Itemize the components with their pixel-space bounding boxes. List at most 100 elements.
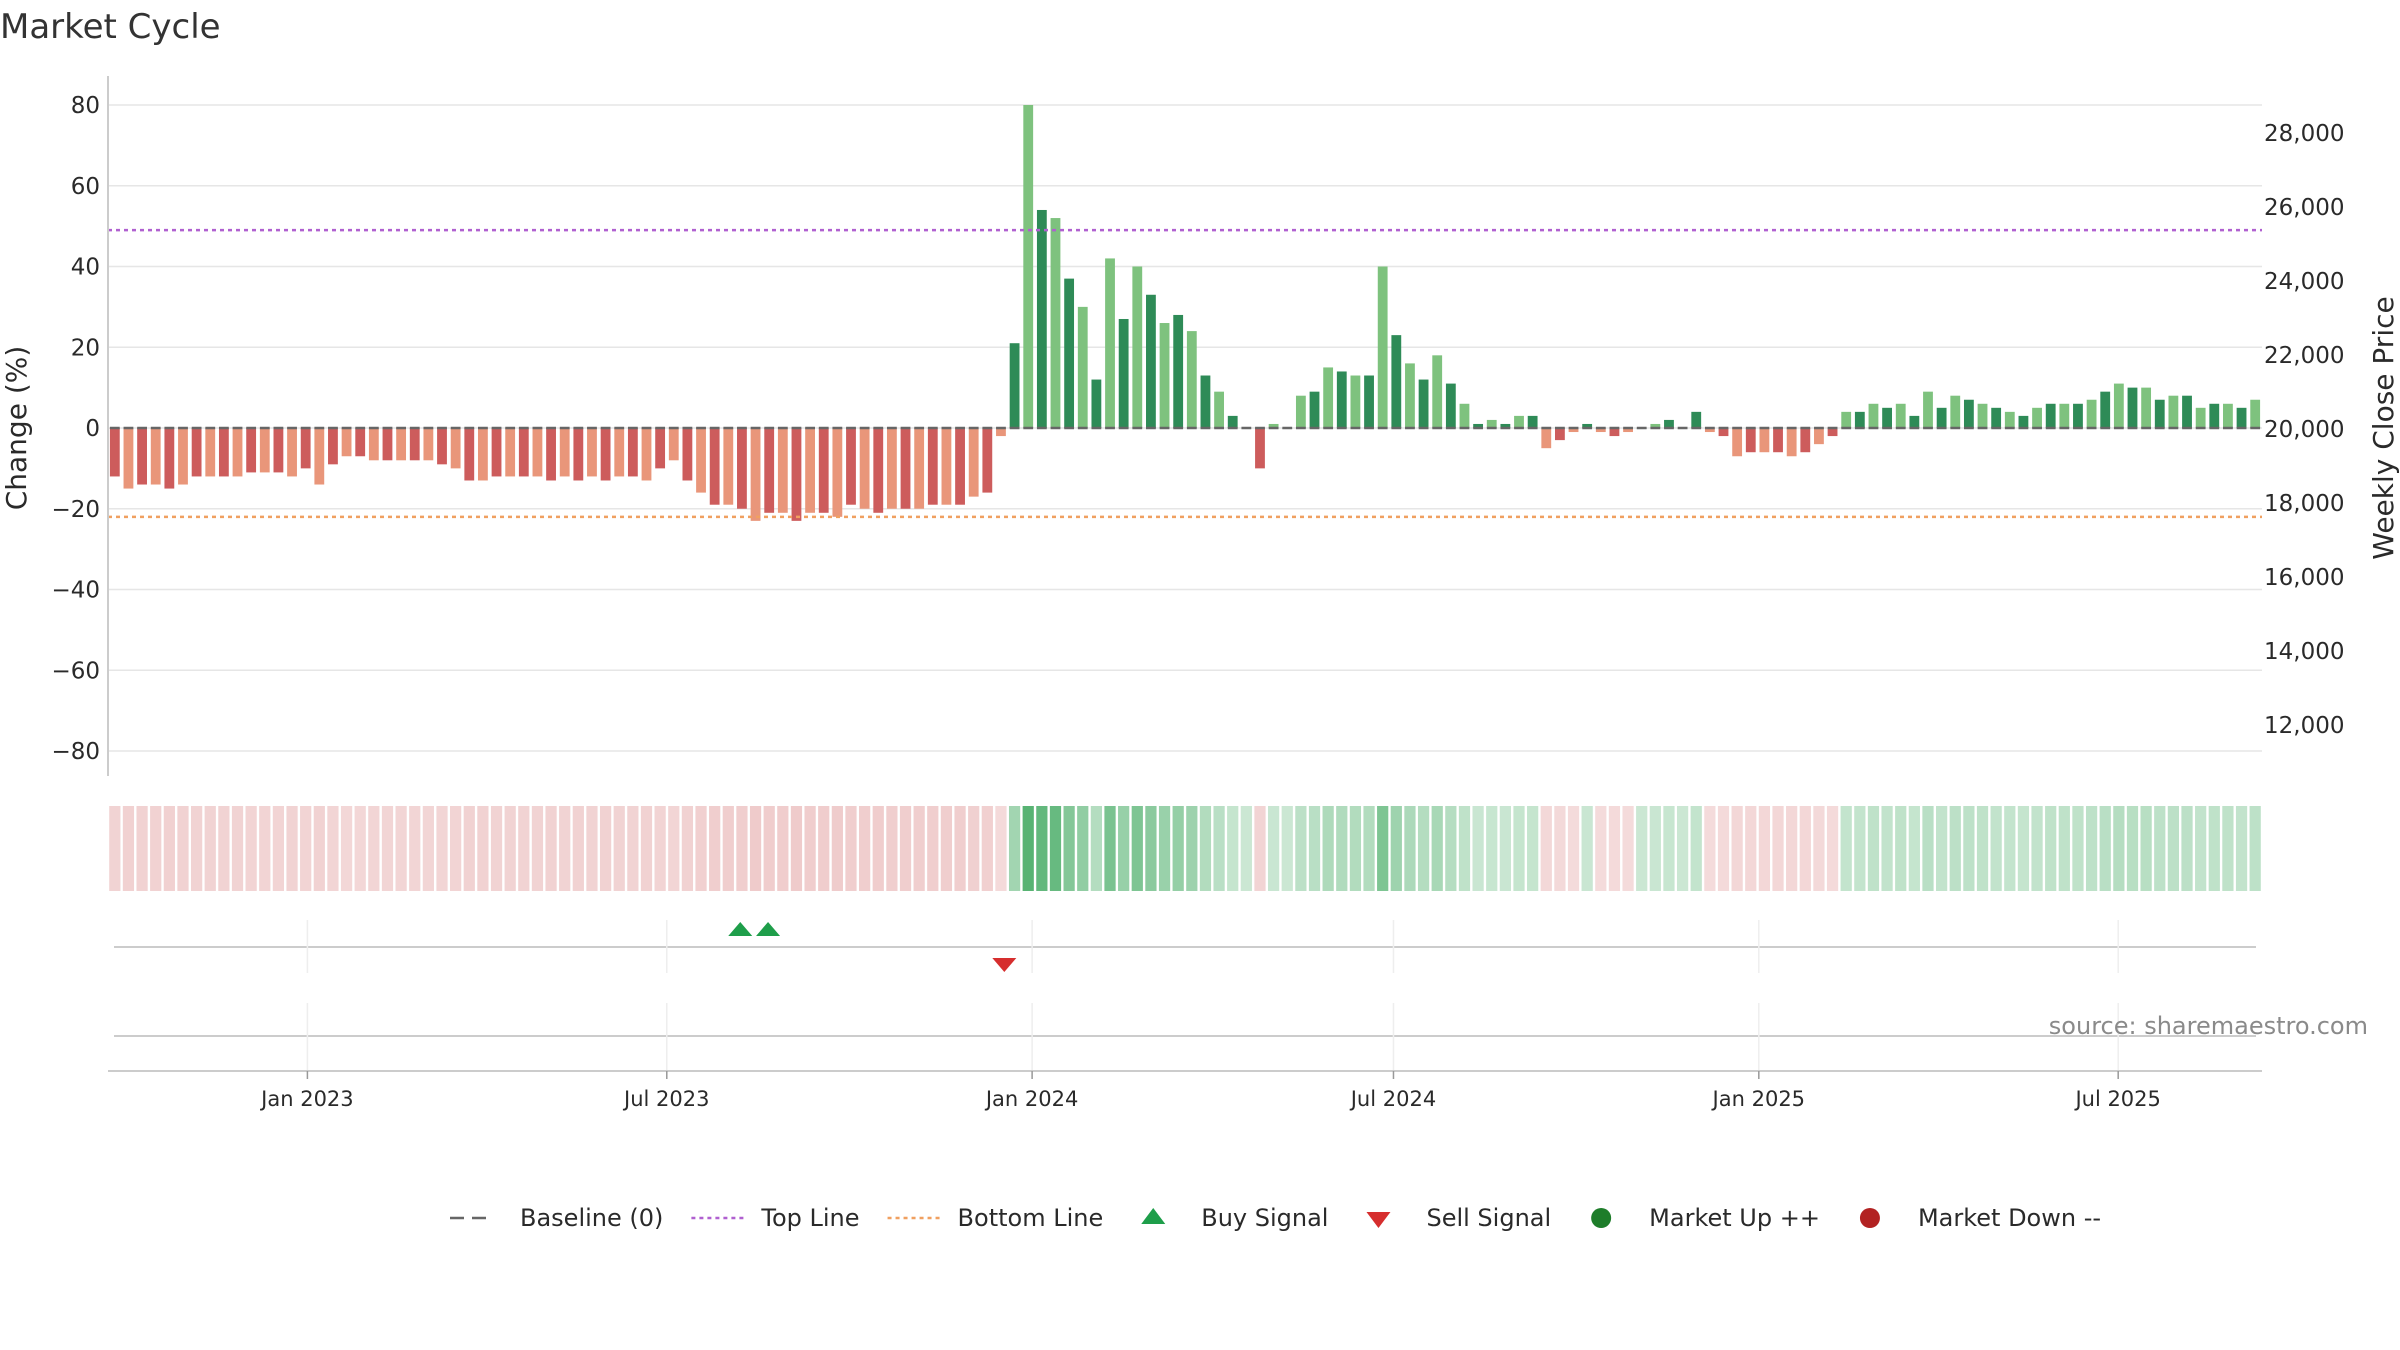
change-bar	[1800, 428, 1811, 453]
change-bar	[1405, 363, 1415, 428]
change-bar	[1827, 428, 1838, 437]
heat-cell	[1608, 806, 1621, 891]
heat-cell	[804, 806, 816, 891]
heat-cell	[1581, 806, 1593, 891]
heat-cell	[1036, 806, 1048, 891]
heat-cell	[395, 806, 407, 891]
heat-cell	[845, 806, 857, 891]
change-bar	[1146, 294, 1156, 428]
heat-cell	[1840, 806, 1852, 891]
change-bar	[914, 428, 925, 509]
heat-cell	[2222, 806, 2234, 891]
buy-signal-marker	[756, 922, 781, 936]
change-bar	[464, 428, 475, 481]
x-tick-label: Jan 2025	[1711, 1087, 1806, 1111]
heat-cell	[1922, 806, 1934, 891]
y-axis-title: Change (%)	[0, 346, 33, 511]
heat-cell	[2167, 806, 2180, 891]
heat-cell	[709, 806, 721, 891]
legend-label: Buy Signal	[1201, 1204, 1328, 1232]
heat-cell	[190, 806, 203, 891]
heat-cell	[722, 806, 734, 891]
change-bar	[723, 428, 734, 505]
change-bar	[1977, 403, 1988, 428]
heat-cell	[2004, 806, 2016, 891]
change-bar	[2073, 403, 2083, 428]
heat-cell	[2045, 806, 2057, 891]
legend-label: Baseline (0)	[520, 1204, 663, 1232]
heat-cell	[777, 806, 789, 891]
heat-cell	[300, 806, 312, 891]
source-credit: source: sharemaestro.com	[2049, 1012, 2368, 1040]
change-bar	[1023, 105, 1034, 428]
heat-cell	[1104, 806, 1116, 891]
change-bar	[1295, 395, 1306, 428]
change-bar	[2236, 407, 2247, 428]
heat-cell	[259, 806, 271, 891]
heat-cell	[1881, 806, 1893, 891]
change-bar	[1473, 423, 1484, 428]
change-bar	[491, 428, 502, 477]
change-bar	[164, 428, 175, 489]
heat-cell	[1663, 806, 1675, 891]
change-bar	[818, 428, 829, 513]
change-bar	[927, 428, 938, 505]
change-bar	[682, 428, 693, 481]
change-bar	[1418, 379, 1429, 428]
heat-cell	[1867, 806, 1880, 891]
buy-signal-marker	[728, 922, 753, 936]
change-bar	[1459, 403, 1470, 428]
heat-cell	[1976, 806, 1989, 891]
legend-label: Market Down --	[1918, 1204, 2101, 1232]
change-bar	[805, 428, 816, 513]
heat-cell	[1322, 806, 1334, 891]
heat-cell	[1895, 806, 1907, 891]
change-bar	[886, 428, 897, 509]
change-bar	[1036, 209, 1047, 428]
y-tick-label: 80	[71, 93, 100, 119]
heat-cell	[2099, 806, 2111, 891]
heat-cell	[2181, 806, 2193, 891]
change-bar	[300, 428, 311, 469]
y2-tick-label: 12,000	[2264, 713, 2344, 739]
heat-cell	[463, 806, 475, 891]
heat-cell	[2208, 806, 2220, 891]
change-bar	[846, 428, 856, 505]
change-bar	[1009, 343, 1020, 428]
heat-cell	[1595, 806, 1607, 891]
change-bar	[1432, 355, 1443, 428]
legend-item: Sell Signal	[1366, 1204, 1551, 1232]
heat-cell	[1404, 806, 1416, 891]
heat-cell	[599, 806, 612, 891]
legend-item: Top Line	[691, 1204, 860, 1232]
heat-cell	[1377, 806, 1389, 891]
heat-cell	[1445, 806, 1457, 891]
change-bar	[1786, 428, 1797, 457]
heat-cell	[1854, 806, 1866, 891]
heat-cell	[1390, 806, 1402, 891]
change-bar	[2168, 395, 2179, 428]
heat-cell	[136, 806, 148, 891]
y2-tick-label: 14,000	[2264, 639, 2344, 665]
y2-tick-label: 24,000	[2264, 269, 2344, 295]
heat-cell	[668, 806, 680, 891]
heat-cell	[122, 806, 135, 891]
change-bar	[696, 428, 706, 493]
change-bar	[2045, 403, 2056, 428]
change-bar	[2113, 383, 2124, 428]
heat-cell	[1049, 806, 1062, 891]
heat-cell	[1172, 806, 1184, 891]
heat-cell	[763, 806, 775, 891]
change-bar	[1691, 411, 1702, 428]
heat-cell	[736, 806, 748, 891]
heat-cell	[1199, 806, 1212, 891]
heat-cell	[1308, 806, 1321, 891]
heat-cell	[2249, 806, 2261, 891]
axes: 80 60 40 20 0 −20 −40 −60 −80 28,000 26,000 24,000 2…	[51, 76, 2344, 776]
heat-cell	[654, 806, 666, 891]
change-bar	[259, 428, 270, 473]
heat-cell	[109, 806, 121, 891]
change-bar	[1077, 306, 1088, 428]
heat-cell	[1281, 806, 1293, 891]
change-bars	[109, 105, 2261, 521]
